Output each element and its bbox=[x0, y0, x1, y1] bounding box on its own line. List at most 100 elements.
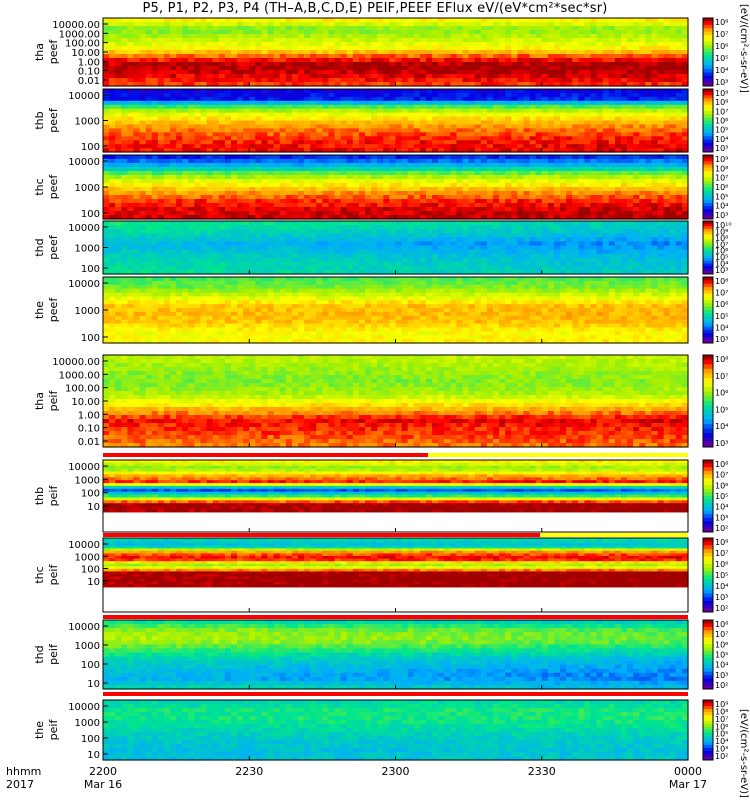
panel-ylabel: thc bbox=[33, 178, 46, 195]
colorbar-tick-label: 10⁸ bbox=[715, 538, 728, 547]
colorbar-tick-label: 10⁹ bbox=[715, 155, 728, 164]
colorbar-thc-peif bbox=[702, 537, 714, 613]
colorbar-tick-label: 10⁶ bbox=[715, 117, 728, 126]
colorbar-tick-label: 10⁷ bbox=[715, 471, 728, 480]
spectrogram-panel-thc-peif bbox=[103, 538, 689, 588]
colorbar-tick-label: 10³ bbox=[715, 745, 728, 754]
panel-ylabel: peif bbox=[47, 643, 60, 665]
colorbar-tick-label: 10⁸ bbox=[715, 234, 728, 243]
chart-title: P5, P1, P2, P3, P4 (TH–A,B,C,D,E) PEIF,P… bbox=[142, 1, 608, 16]
panel-ylabel: the bbox=[33, 721, 46, 739]
colorbar-tick-label: 10⁷ bbox=[715, 174, 728, 183]
colorbar-tick-label: 10⁵ bbox=[715, 54, 728, 63]
spectrogram-panel-tha-peif bbox=[103, 355, 689, 448]
colorbar-tick-label: 10⁷ bbox=[715, 372, 728, 381]
x-tick-label-time: 2200 bbox=[89, 765, 117, 778]
y-tick-label: 10000 bbox=[68, 540, 100, 551]
colorbar-tick-label: 10³ bbox=[715, 78, 728, 87]
y-tick-label: 1000 bbox=[75, 475, 100, 486]
panel-ylabel: peif bbox=[47, 485, 60, 507]
colorbar-tick-label: 10⁶ bbox=[715, 300, 728, 309]
y-tick-label: 10000 bbox=[68, 157, 100, 168]
spectrogram-panel-tha-peef bbox=[103, 18, 689, 87]
colorbar-tick-label: 10² bbox=[715, 604, 728, 613]
y-tick-label: 10000 bbox=[68, 91, 100, 102]
y-tick-label: 100 bbox=[81, 264, 100, 275]
y-tick-label: 10000 bbox=[68, 622, 100, 633]
panel-ylabel: peif bbox=[47, 564, 60, 586]
colorbar-tick-label: 10⁷ bbox=[715, 289, 728, 298]
y-tick-label: 100 bbox=[81, 209, 100, 220]
status-bar-red bbox=[103, 453, 428, 457]
y-tick-label: 10000.00 bbox=[52, 357, 100, 368]
colorbar-tick-label: 10⁸ bbox=[715, 18, 728, 27]
status-bar-red bbox=[103, 692, 688, 696]
colorbar-thd-peef bbox=[702, 220, 714, 275]
y-tick-label: 100 bbox=[81, 333, 100, 344]
colorbar-tha-peef bbox=[702, 17, 714, 87]
y-tick-label: 10.00 bbox=[71, 48, 100, 59]
spectrogram-panel-thd-peif bbox=[103, 620, 689, 690]
y-tick-label: 100 bbox=[81, 660, 100, 671]
y-tick-label: 1000 bbox=[75, 552, 100, 563]
colorbar-tick-label: 10⁴ bbox=[715, 202, 728, 211]
colorbar-tick-label: 10³ bbox=[715, 335, 728, 344]
spectrogram-panel-thd-peef bbox=[103, 221, 689, 275]
colorbar-tha-peif bbox=[702, 354, 714, 448]
panel-ylabel: tha bbox=[33, 43, 46, 61]
colorbar-thc-peef bbox=[702, 154, 714, 220]
y-tick-label: 1000.00 bbox=[59, 29, 100, 40]
colorbar-tick-label: 10⁸ bbox=[715, 355, 728, 364]
status-bar-red bbox=[103, 615, 688, 619]
colorbar-tick-label: 10⁴ bbox=[715, 66, 728, 75]
colorbar-the-peif bbox=[702, 699, 714, 761]
colorbar-tick-label: 10⁴ bbox=[715, 135, 728, 144]
y-tick-label: 1000 bbox=[75, 641, 100, 652]
colorbar-tick-label: 10³ bbox=[715, 144, 728, 153]
colorbar-thb-peef bbox=[702, 88, 714, 153]
colorbar-tick-label: 10⁹ bbox=[715, 227, 728, 236]
x-tick-label-time: 2300 bbox=[382, 765, 410, 778]
colorbar-tick-label: 10³ bbox=[715, 211, 728, 220]
panel-ylabel: peif bbox=[47, 719, 60, 741]
colorbar-tick-label: 10⁸ bbox=[715, 277, 728, 286]
colorbar-tick-label: 10⁶ bbox=[715, 183, 728, 192]
y-tick-label: 0.01 bbox=[78, 76, 100, 87]
colorbar-tick-label: 10² bbox=[715, 752, 728, 761]
x-axis-corner-label: 2017 bbox=[6, 778, 34, 791]
colorbar-tick-label: 10⁶ bbox=[715, 389, 728, 398]
colorbar-tick-label: 10³ bbox=[715, 513, 728, 522]
panel-ylabel: the bbox=[33, 301, 46, 319]
y-tick-label: 10000 bbox=[68, 702, 100, 713]
panel-ylabel: peef bbox=[47, 39, 60, 65]
colorbar-tick-label: 10⁷ bbox=[715, 107, 728, 116]
colorbar-tick-label: 10⁸ bbox=[715, 707, 728, 716]
panel-ylabel: tha bbox=[33, 392, 46, 410]
spectrogram-panel-thb-peef bbox=[103, 89, 689, 153]
status-bar-yellow bbox=[540, 533, 688, 537]
colorbar-tick-label: 10⁸ bbox=[715, 460, 728, 469]
colorbar-tick-label: 10⁵ bbox=[715, 312, 728, 321]
panel-ylabel: thb bbox=[33, 487, 46, 505]
colorbar-tick-label: 10² bbox=[715, 524, 728, 533]
y-tick-label: 10 bbox=[87, 577, 100, 588]
colorbar-tick-label: 10⁸ bbox=[715, 620, 728, 629]
colorbar-tick-label: 10⁶ bbox=[715, 640, 728, 649]
y-tick-label: 100 bbox=[81, 489, 100, 500]
colorbar-tick-label: 10⁵ bbox=[715, 405, 728, 414]
y-tick-label: 10000 bbox=[68, 279, 100, 290]
colorbar-tick-label: 10³ bbox=[715, 439, 728, 448]
y-tick-label: 10000 bbox=[68, 462, 100, 473]
status-bar-red bbox=[103, 533, 540, 537]
spectrogram-panel-the-peef bbox=[103, 277, 689, 344]
colorbar-tick-label: 10² bbox=[715, 681, 728, 690]
y-tick-label: 1000 bbox=[75, 718, 100, 729]
x-tick-label-date: Mar 16 bbox=[84, 778, 122, 791]
panel-ylabel: peif bbox=[47, 390, 60, 412]
x-tick-label-time: 2230 bbox=[235, 765, 263, 778]
x-tick-label-time: 0000 bbox=[674, 765, 702, 778]
colorbar-thb-peif bbox=[702, 459, 714, 533]
y-tick-label: 100 bbox=[81, 565, 100, 576]
panel-ylabel: thc bbox=[33, 566, 46, 583]
